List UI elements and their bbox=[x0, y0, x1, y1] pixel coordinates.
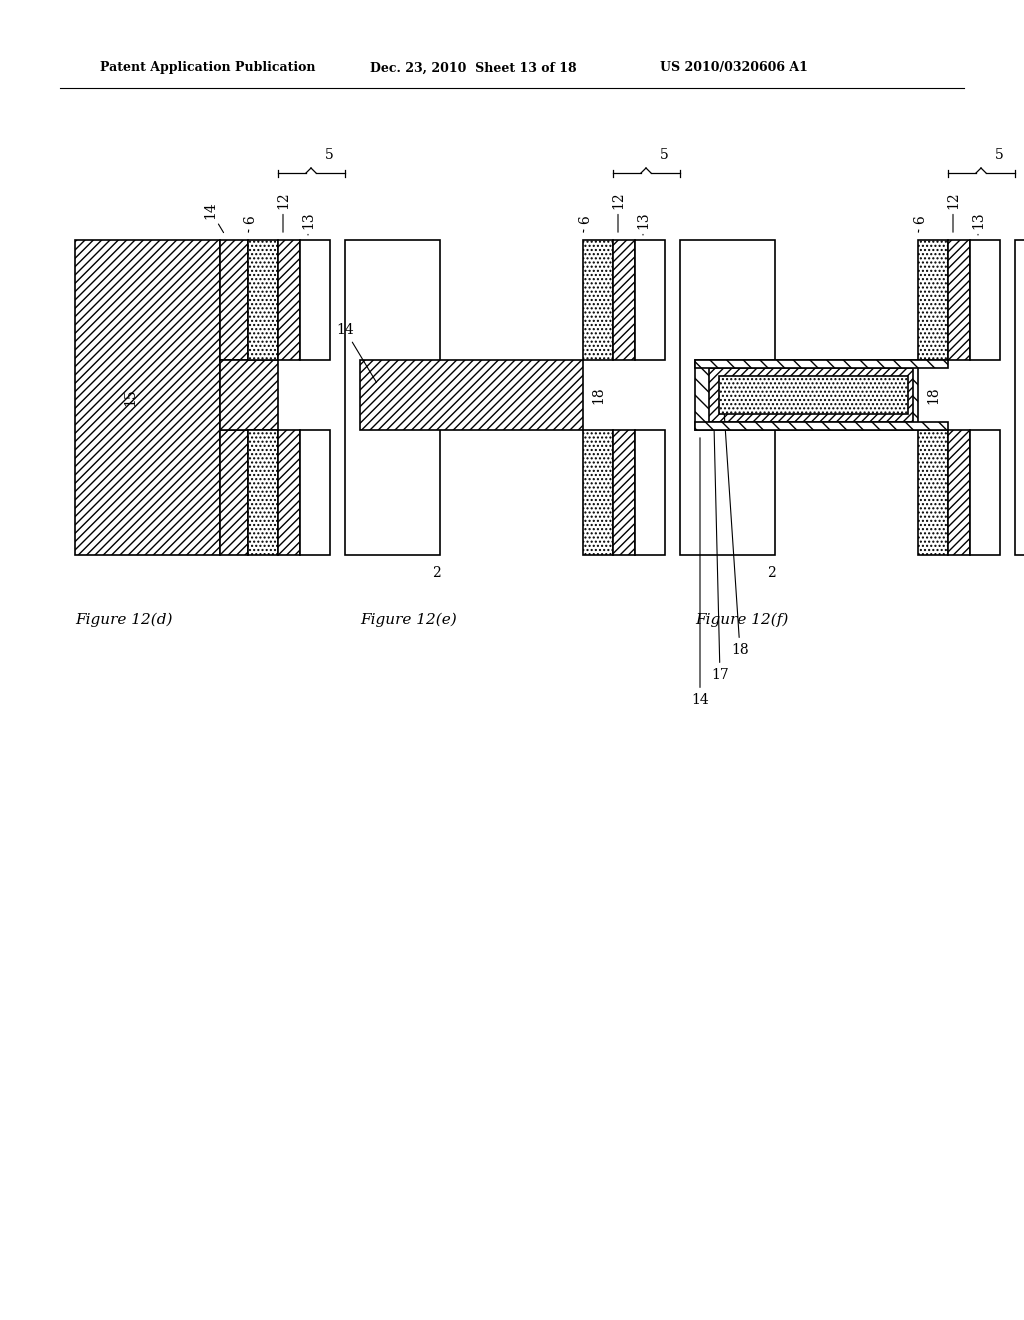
Text: 18: 18 bbox=[724, 413, 749, 657]
Text: US 2010/0320606 A1: US 2010/0320606 A1 bbox=[660, 62, 808, 74]
Bar bbox=[613, 430, 635, 554]
Bar bbox=[220, 430, 248, 554]
Text: 5: 5 bbox=[994, 148, 1004, 162]
Bar bbox=[918, 430, 948, 554]
Bar bbox=[635, 430, 665, 554]
Text: 15: 15 bbox=[123, 388, 137, 405]
Text: 6: 6 bbox=[578, 215, 592, 232]
Bar bbox=[970, 240, 1000, 360]
Text: 6: 6 bbox=[243, 215, 257, 232]
Bar bbox=[583, 240, 613, 360]
Bar bbox=[970, 430, 1000, 554]
Bar bbox=[583, 430, 613, 554]
Text: Dec. 23, 2010  Sheet 13 of 18: Dec. 23, 2010 Sheet 13 of 18 bbox=[370, 62, 577, 74]
Bar bbox=[360, 360, 583, 430]
Bar bbox=[918, 240, 948, 360]
Text: 17: 17 bbox=[711, 428, 729, 682]
Text: 14: 14 bbox=[336, 323, 377, 383]
Text: 2: 2 bbox=[767, 566, 776, 579]
Bar bbox=[613, 240, 635, 360]
Text: 12: 12 bbox=[611, 191, 625, 232]
Bar bbox=[278, 240, 300, 360]
Bar bbox=[680, 240, 775, 554]
Bar bbox=[635, 240, 665, 360]
Bar bbox=[278, 430, 300, 554]
Bar bbox=[300, 240, 330, 360]
Text: 2: 2 bbox=[432, 566, 440, 579]
Bar bbox=[719, 376, 908, 414]
Text: 5: 5 bbox=[659, 148, 669, 162]
Bar bbox=[300, 430, 330, 554]
Bar bbox=[948, 430, 970, 554]
Text: 13: 13 bbox=[971, 211, 985, 235]
Text: 18: 18 bbox=[926, 387, 940, 404]
Bar bbox=[1015, 240, 1024, 554]
Text: 14: 14 bbox=[691, 438, 709, 708]
Text: Figure 12(f): Figure 12(f) bbox=[695, 612, 788, 627]
Bar bbox=[948, 240, 970, 360]
Bar bbox=[220, 360, 278, 430]
Text: Figure 12(e): Figure 12(e) bbox=[360, 612, 457, 627]
Text: 12: 12 bbox=[946, 191, 961, 232]
Bar bbox=[345, 240, 440, 554]
Text: 12: 12 bbox=[276, 191, 290, 232]
Bar bbox=[695, 360, 948, 368]
Bar bbox=[695, 422, 948, 430]
Text: 5: 5 bbox=[325, 148, 334, 162]
Bar bbox=[248, 240, 278, 360]
Bar bbox=[709, 368, 913, 422]
Text: 18: 18 bbox=[591, 387, 605, 404]
Bar bbox=[695, 360, 918, 430]
Text: 13: 13 bbox=[301, 211, 315, 235]
Text: 14: 14 bbox=[203, 201, 223, 232]
Text: Figure 12(d): Figure 12(d) bbox=[75, 612, 172, 627]
Bar bbox=[248, 430, 278, 554]
Text: 6: 6 bbox=[913, 215, 927, 232]
Text: 13: 13 bbox=[636, 211, 650, 235]
Bar bbox=[220, 240, 248, 360]
Bar bbox=[75, 240, 220, 554]
Text: Patent Application Publication: Patent Application Publication bbox=[100, 62, 315, 74]
